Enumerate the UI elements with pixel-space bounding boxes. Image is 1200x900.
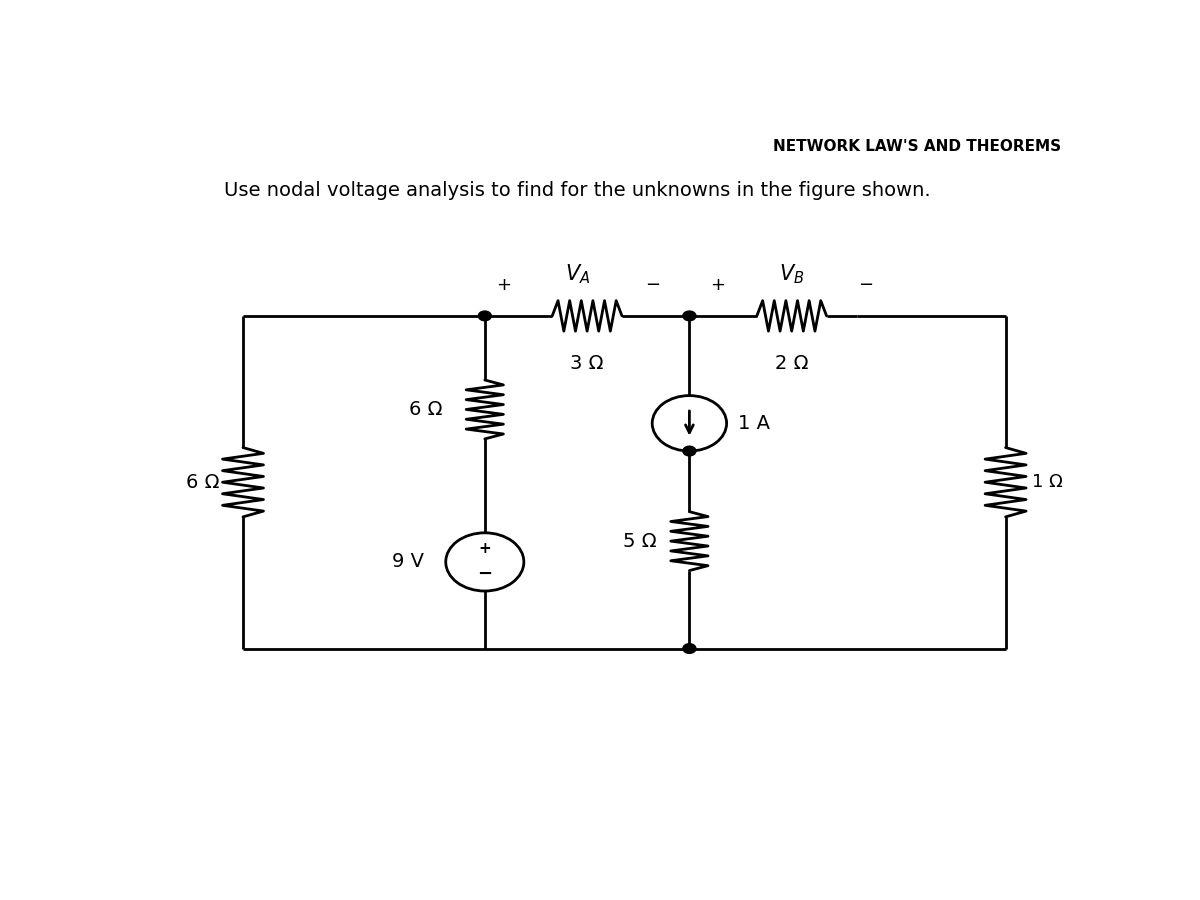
Text: +: + (709, 275, 725, 293)
Text: +: + (496, 275, 511, 293)
Text: 9 V: 9 V (392, 553, 425, 572)
Circle shape (683, 311, 696, 320)
Circle shape (683, 446, 696, 456)
Text: 6 Ω: 6 Ω (409, 400, 443, 419)
Text: 1 A: 1 A (738, 414, 769, 433)
Text: 6 Ω: 6 Ω (186, 472, 220, 491)
Text: 5 Ω: 5 Ω (623, 532, 656, 551)
Circle shape (683, 644, 696, 653)
Text: 3 Ω: 3 Ω (570, 354, 604, 373)
Text: −: − (644, 275, 660, 293)
Text: NETWORK LAW'S AND THEOREMS: NETWORK LAW'S AND THEOREMS (773, 140, 1062, 154)
Text: −: − (858, 275, 874, 293)
Text: +: + (479, 541, 491, 556)
Circle shape (479, 311, 491, 320)
Text: 2 Ω: 2 Ω (775, 354, 809, 373)
Text: Use nodal voltage analysis to find for the unknowns in the figure shown.: Use nodal voltage analysis to find for t… (224, 181, 931, 200)
Text: 1 Ω: 1 Ω (1032, 473, 1062, 491)
Text: $V_A$: $V_A$ (565, 263, 590, 286)
Text: −: − (478, 565, 492, 583)
Text: $V_B$: $V_B$ (779, 263, 804, 286)
